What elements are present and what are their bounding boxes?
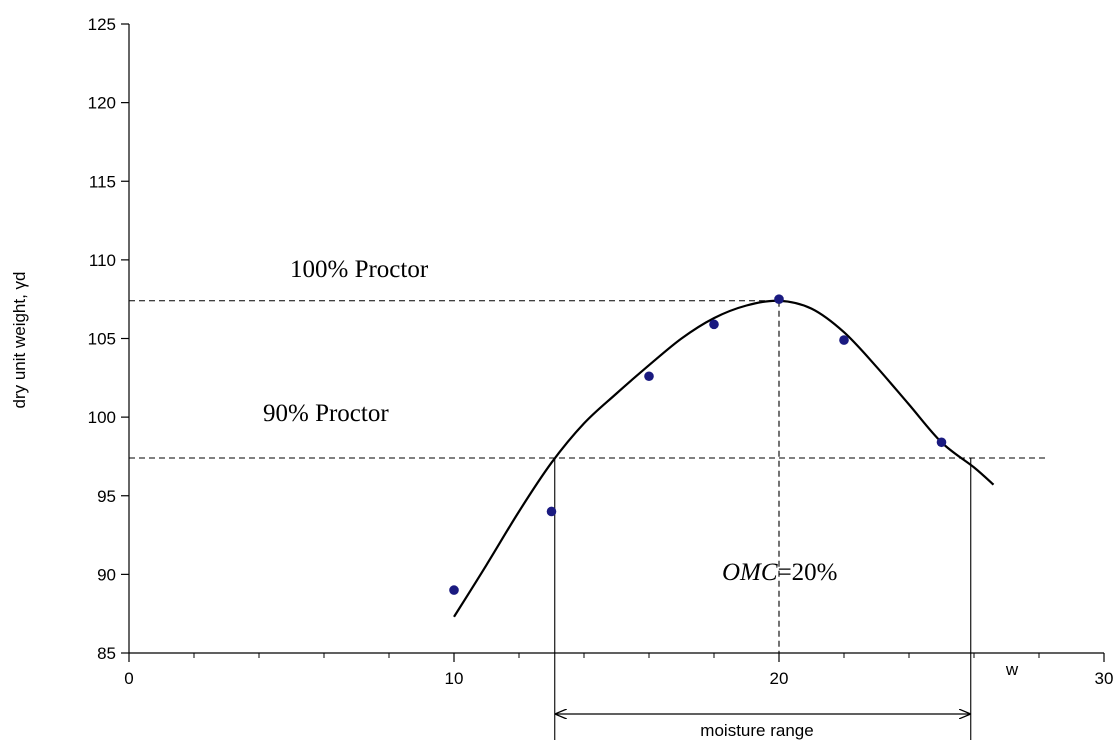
x-ticks: 0 10 20 30 bbox=[124, 653, 1113, 688]
data-points bbox=[449, 294, 947, 595]
y-tick-label: 95 bbox=[97, 487, 116, 506]
data-point bbox=[936, 437, 947, 448]
y-tick-label: 90 bbox=[97, 565, 116, 584]
y-tick-label: 110 bbox=[89, 251, 116, 270]
data-point bbox=[644, 371, 654, 382]
fitted-compaction-curve bbox=[453, 299, 995, 618]
data-point bbox=[774, 294, 784, 304]
x-tick-label: 10 bbox=[445, 669, 464, 688]
x-tick-label: 20 bbox=[770, 669, 789, 688]
moisture-range-label: moisture range bbox=[700, 721, 813, 740]
y-tick-label: 125 bbox=[88, 15, 116, 34]
reference-lines bbox=[129, 300, 1046, 740]
data-point bbox=[709, 319, 719, 330]
axes bbox=[128, 24, 1104, 654]
data-point bbox=[546, 506, 557, 517]
y-axis-title: dry unit weight, γd bbox=[10, 271, 29, 408]
x-tick-label: 30 bbox=[1095, 669, 1114, 688]
proctor-100-label: 100% Proctor bbox=[290, 256, 429, 283]
omc-label: OMC=20% bbox=[722, 559, 838, 586]
x-axis-title: w bbox=[1005, 660, 1019, 679]
y-tick-label: 115 bbox=[89, 172, 116, 191]
omc-label-value: =20% bbox=[778, 559, 838, 586]
omc-label-italic: OMC bbox=[722, 559, 778, 586]
data-point bbox=[449, 585, 459, 595]
y-tick-label: 100 bbox=[88, 408, 116, 427]
x-tick-label: 0 bbox=[124, 669, 133, 688]
data-point bbox=[839, 335, 849, 345]
y-tick-label: 85 bbox=[97, 644, 116, 663]
y-ticks: 85 90 95 100 105 110 115 120 125 bbox=[88, 15, 129, 663]
proctor-90-label: 90% Proctor bbox=[263, 400, 389, 427]
y-tick-label: 105 bbox=[88, 330, 116, 349]
y-tick-label: 120 bbox=[88, 94, 116, 113]
